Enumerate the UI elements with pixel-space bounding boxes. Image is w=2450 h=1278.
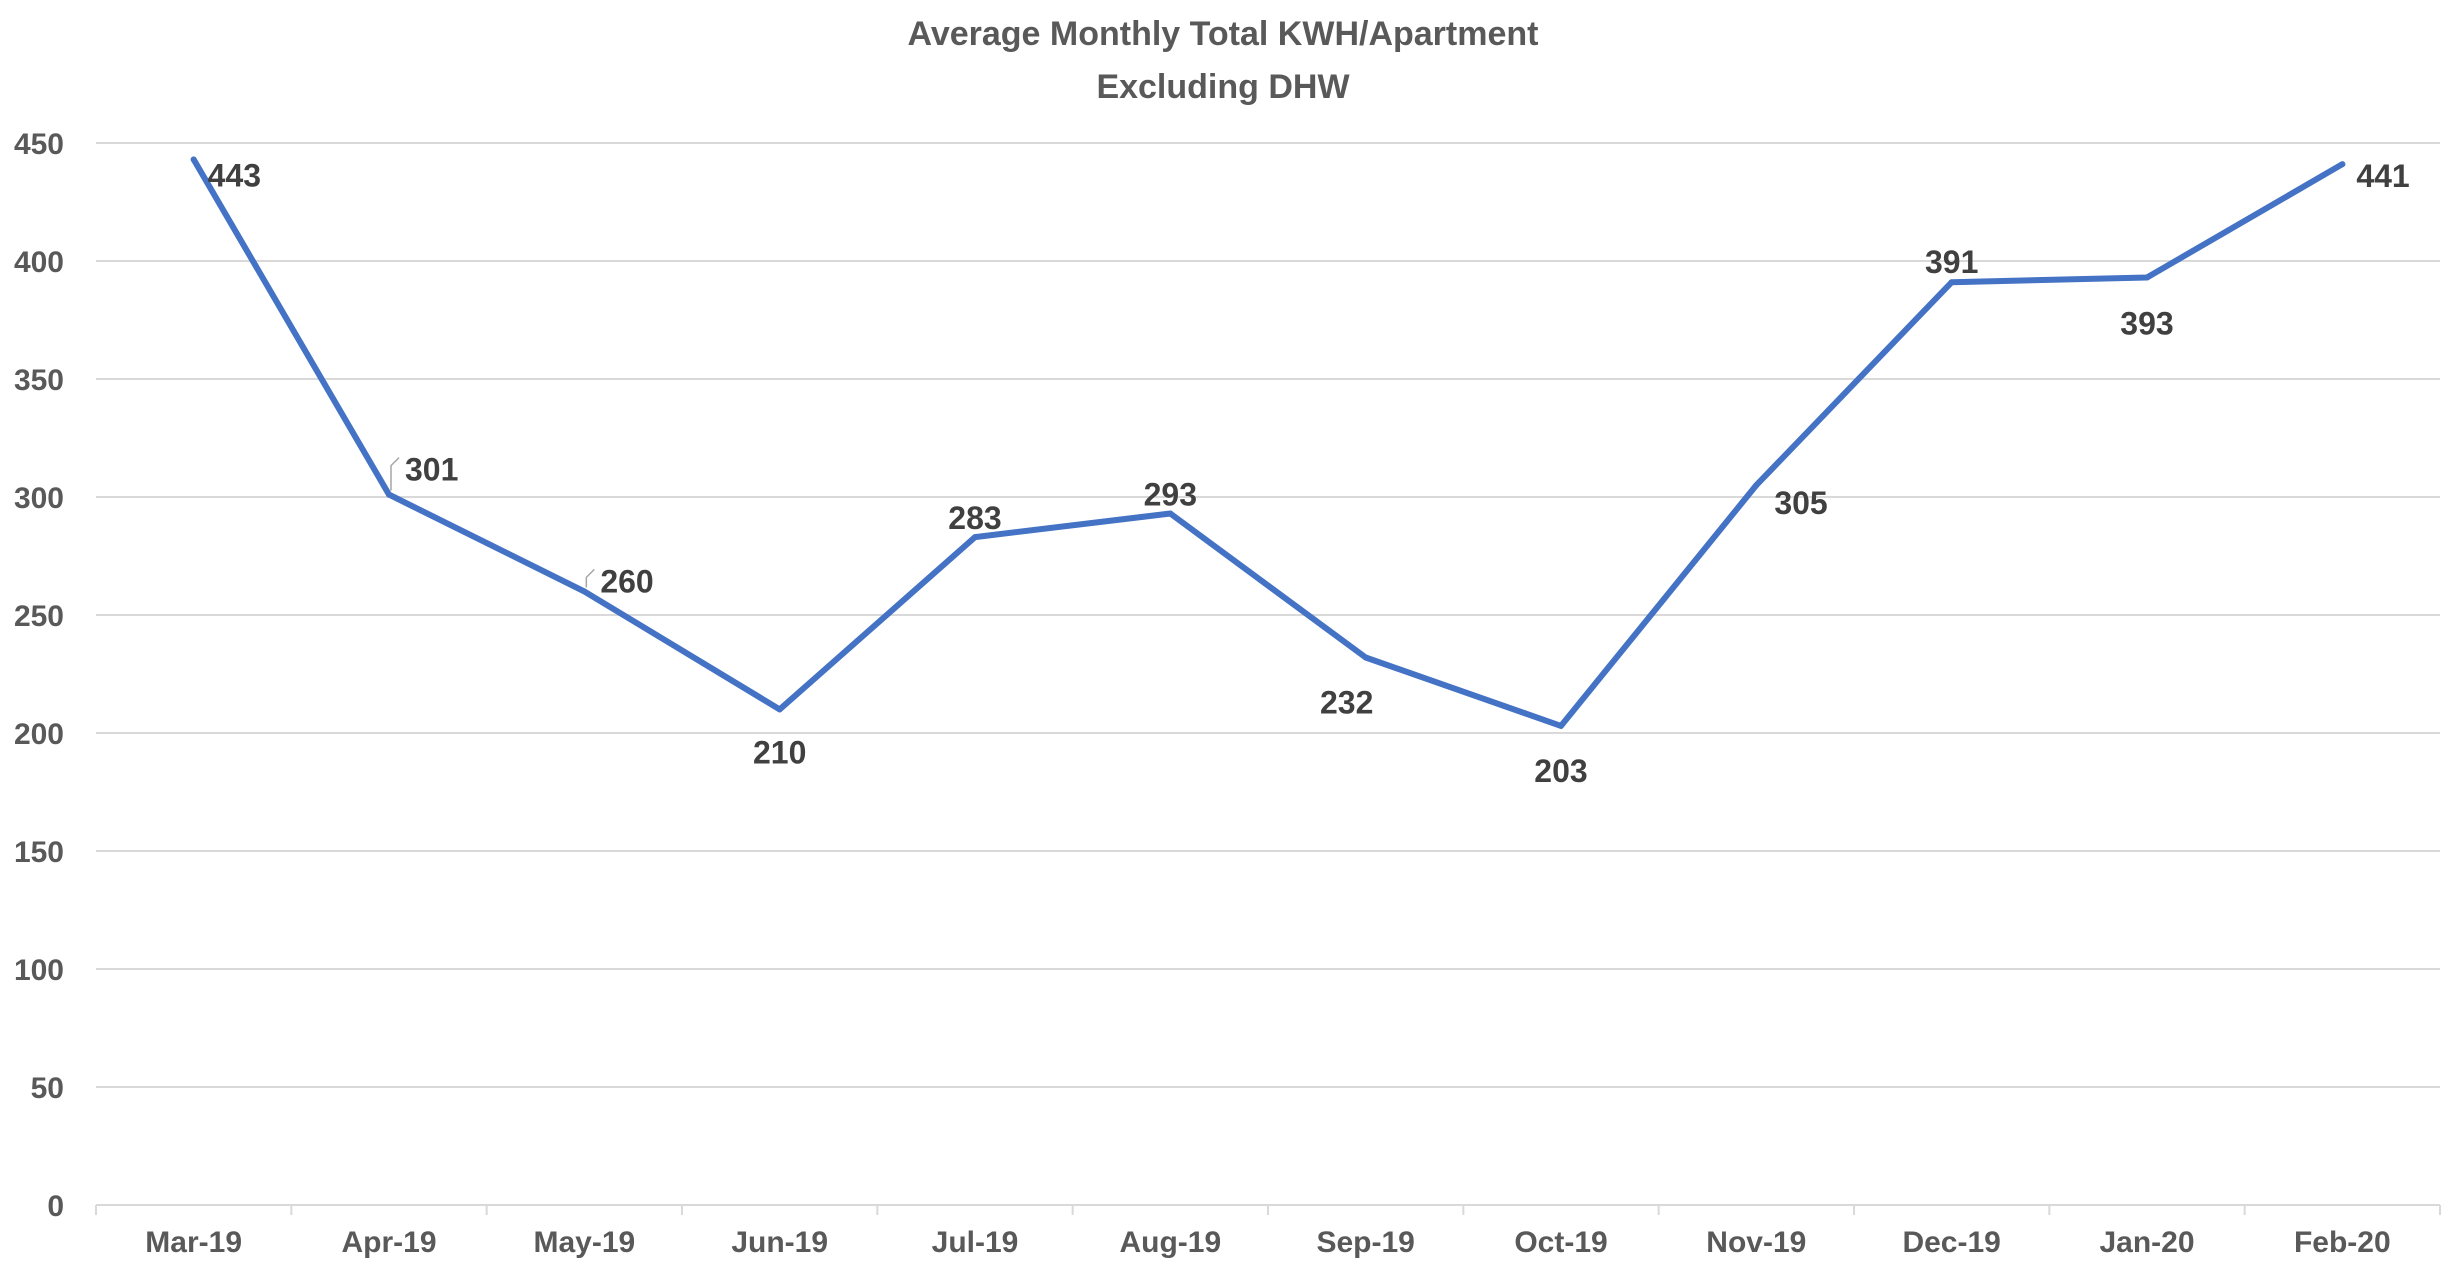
x-tick-label: Sep-19 <box>1316 1226 1414 1259</box>
data-point <box>1948 279 1955 286</box>
y-axis: 0 50 100 150 200 250 300 350 400 450 <box>14 128 64 1223</box>
data-label: 443 <box>208 158 261 194</box>
data-point <box>972 534 978 541</box>
data-point <box>581 588 588 595</box>
gridlines <box>96 142 2440 1088</box>
data-point <box>190 156 197 163</box>
data-point <box>1362 654 1369 661</box>
chart-subtitle: Excluding DHW <box>1096 68 1350 106</box>
data-label: 391 <box>1925 244 1978 280</box>
label-leader-line <box>390 457 400 491</box>
x-tick-label: Feb-20 <box>2294 1226 2391 1259</box>
x-tick-label: Jan-20 <box>2099 1226 2194 1259</box>
data-point <box>1558 722 1564 729</box>
x-tick-label: Oct-19 <box>1514 1226 1607 1259</box>
chart-title: Average Monthly Total KWH/Apartment <box>908 15 1539 53</box>
data-label: 203 <box>1534 753 1587 789</box>
y-tick-label: 350 <box>14 364 64 397</box>
x-tick-label: Jun-19 <box>731 1226 828 1259</box>
data-point <box>776 706 783 713</box>
x-tick-label: May-19 <box>533 1226 635 1259</box>
data-point <box>2339 161 2346 168</box>
data-point <box>1167 510 1174 517</box>
data-point <box>1753 482 1760 489</box>
x-tick-label: Dec-19 <box>1902 1226 2000 1259</box>
data-label: 301 <box>405 452 458 488</box>
y-tick-label: 100 <box>14 954 64 987</box>
data-label: 393 <box>2120 306 2173 342</box>
series-line <box>190 156 2346 729</box>
y-tick-label: 200 <box>14 718 64 751</box>
y-tick-label: 400 <box>14 246 64 279</box>
chart-title-group: Average Monthly Total KWH/Apartment Exclu… <box>908 15 1539 106</box>
data-point <box>2144 274 2150 281</box>
data-label: 260 <box>600 563 653 599</box>
data-label: 210 <box>753 734 806 770</box>
y-tick-label: 150 <box>14 836 64 869</box>
series <box>190 156 2346 729</box>
y-tick-label: 450 <box>14 128 64 161</box>
y-tick-label: 250 <box>14 600 64 633</box>
data-labels: 443 301 260 210 283 293 232 203 305 391 393 441 <box>208 158 2410 789</box>
x-tick-label: Nov-19 <box>1706 1226 1806 1259</box>
data-label: 293 <box>1144 477 1197 513</box>
label-leader-line <box>585 568 595 588</box>
y-tick-label: 50 <box>31 1072 64 1105</box>
x-axis: Mar-19 Apr-19 May-19 Jun-19 Jul-19 Aug-19 Sep-… <box>95 1204 2441 1259</box>
data-label: 283 <box>948 500 1001 536</box>
x-tick-label: Apr-19 <box>341 1226 436 1259</box>
x-tick-label: Aug-19 <box>1119 1226 1221 1259</box>
data-label: 305 <box>1774 485 1827 521</box>
y-tick-label: 0 <box>47 1190 64 1223</box>
data-point <box>386 491 392 498</box>
x-tick-label: Mar-19 <box>145 1226 242 1259</box>
data-label: 441 <box>2356 158 2409 194</box>
y-tick-label: 300 <box>14 482 64 515</box>
x-tick-label: Jul-19 <box>932 1226 1019 1259</box>
data-label: 232 <box>1320 684 1373 720</box>
